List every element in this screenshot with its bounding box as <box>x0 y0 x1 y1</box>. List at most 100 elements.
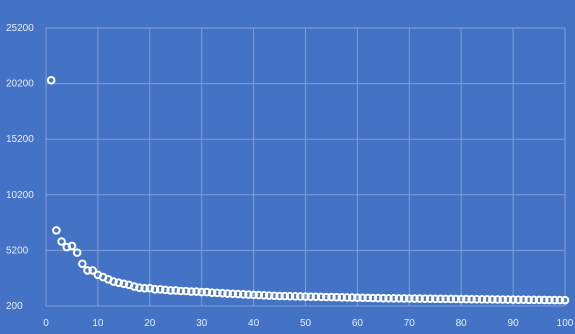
data-point <box>555 295 565 305</box>
tick-layer: 0 10 20 30 40 50 60 70 80 90 100 200 5200 10200 15200 2… <box>6 23 574 329</box>
data-point <box>399 294 409 303</box>
data-point <box>264 291 274 300</box>
data-point <box>420 294 430 303</box>
y-tick-label: 5200 <box>6 245 29 256</box>
x-tick-label: 20 <box>144 318 156 329</box>
data-point <box>342 293 352 302</box>
data-point <box>545 295 554 305</box>
data-point <box>46 75 56 85</box>
x-tick-label: 50 <box>300 318 312 329</box>
x-tick-label: 90 <box>508 318 520 329</box>
data-point <box>275 291 284 301</box>
data-point <box>415 294 424 303</box>
data-point <box>306 292 315 301</box>
data-point <box>83 266 92 275</box>
data-point <box>187 287 196 296</box>
data-point <box>316 292 326 302</box>
data-point <box>560 295 570 305</box>
data-point <box>332 292 341 302</box>
data-point <box>78 259 87 269</box>
data-point <box>280 291 290 301</box>
data-point <box>321 292 331 302</box>
data-point <box>482 295 492 304</box>
data-point <box>358 293 367 303</box>
data-point <box>114 278 123 287</box>
data-point <box>368 293 378 303</box>
data-point <box>472 294 482 304</box>
data-point <box>72 248 82 257</box>
data-point <box>524 295 533 305</box>
data-point <box>67 241 77 251</box>
data-point <box>62 242 72 252</box>
data-point <box>202 287 212 297</box>
data-point <box>456 294 466 304</box>
y-tick-label: 15200 <box>6 134 34 145</box>
data-point <box>290 292 300 301</box>
data-point <box>52 226 61 235</box>
data-point <box>394 294 404 303</box>
data-point <box>238 290 248 299</box>
x-tick-label: 0 <box>43 318 49 329</box>
data-point <box>389 294 399 303</box>
data-point <box>436 294 445 304</box>
data-point <box>109 277 118 286</box>
data-point <box>311 292 321 302</box>
data-point <box>259 291 269 300</box>
y-tick-label: 20200 <box>6 79 34 90</box>
data-point <box>451 294 461 304</box>
point-layer <box>46 75 570 305</box>
data-point <box>249 290 258 300</box>
data-point <box>176 286 186 296</box>
data-point <box>410 294 419 303</box>
data-point <box>161 285 170 295</box>
x-tick-label: 60 <box>352 318 364 329</box>
data-point <box>171 286 181 295</box>
data-point <box>192 287 201 296</box>
data-point <box>513 295 523 304</box>
data-point <box>462 294 471 304</box>
data-point <box>503 295 513 304</box>
data-point <box>285 291 295 301</box>
data-point <box>150 285 160 294</box>
x-tick-label: 10 <box>92 318 104 329</box>
x-tick-label: 80 <box>456 318 468 329</box>
data-point <box>140 283 149 293</box>
data-point <box>244 290 253 299</box>
data-point <box>228 289 238 299</box>
data-point <box>129 282 139 291</box>
data-point <box>296 292 305 301</box>
data-point <box>197 287 206 297</box>
y-tick-label: 25200 <box>6 23 34 34</box>
data-point <box>425 294 435 304</box>
data-point <box>488 295 497 304</box>
data-point <box>430 294 440 304</box>
data-point <box>539 295 549 305</box>
y-tick-label: 10200 <box>6 190 34 201</box>
data-point <box>441 294 450 304</box>
data-point <box>223 289 232 298</box>
data-point <box>363 293 373 303</box>
y-tick-label: 200 <box>6 301 23 312</box>
data-point <box>119 279 129 289</box>
data-point <box>145 283 155 293</box>
data-point <box>529 295 539 305</box>
data-point <box>467 294 476 304</box>
data-point <box>254 290 264 300</box>
data-point <box>519 295 528 305</box>
data-point <box>155 285 165 294</box>
data-point <box>135 283 144 292</box>
x-tick-label: 40 <box>248 318 260 329</box>
data-point <box>57 237 66 246</box>
data-point <box>353 293 362 302</box>
data-point <box>534 295 544 305</box>
data-point <box>88 266 98 275</box>
data-point <box>373 293 383 303</box>
data-point <box>212 288 222 298</box>
data-point <box>207 288 217 297</box>
data-point <box>493 295 502 304</box>
data-point <box>379 293 388 303</box>
data-point <box>446 294 456 304</box>
data-point <box>218 288 227 298</box>
